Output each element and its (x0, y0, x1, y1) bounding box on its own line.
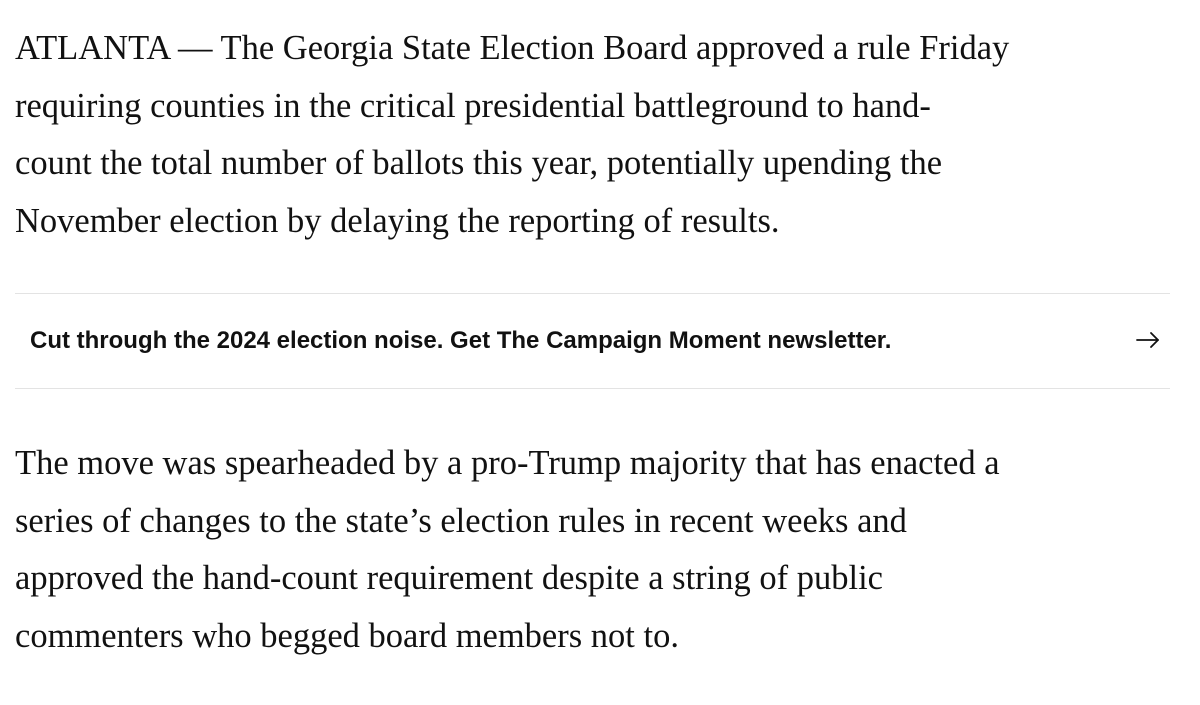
paragraph-line: count the total number of ballots this y… (15, 144, 943, 182)
paragraph-line: November election by delaying the report… (15, 201, 780, 240)
paragraph-line: commenters who begged board members not … (15, 616, 679, 655)
newsletter-signup-link[interactable]: Cut through the 2024 election noise. Get… (15, 293, 1170, 389)
paragraph-line: requiring counties in the critical presi… (15, 86, 931, 125)
paragraph-line: series of changes to the state’s electio… (15, 501, 907, 540)
article-body: ATLANTA — The Georgia State Election Boa… (15, 0, 1170, 705)
paragraph-line: ATLANTA — The Georgia State Election Boa… (15, 29, 1010, 67)
paragraph-line: approved the hand-count requirement desp… (15, 559, 883, 597)
arrow-right-icon (1136, 332, 1159, 348)
paragraph-line: The move was spearheaded by a pro-Trump … (15, 444, 1000, 482)
newsletter-promo-text: Cut through the 2024 election noise. Get… (30, 327, 892, 354)
article-paragraph-2: The move was spearheaded by a pro-Trump … (15, 435, 1000, 665)
article-paragraph-1: ATLANTA — The Georgia State Election Boa… (15, 20, 1009, 250)
